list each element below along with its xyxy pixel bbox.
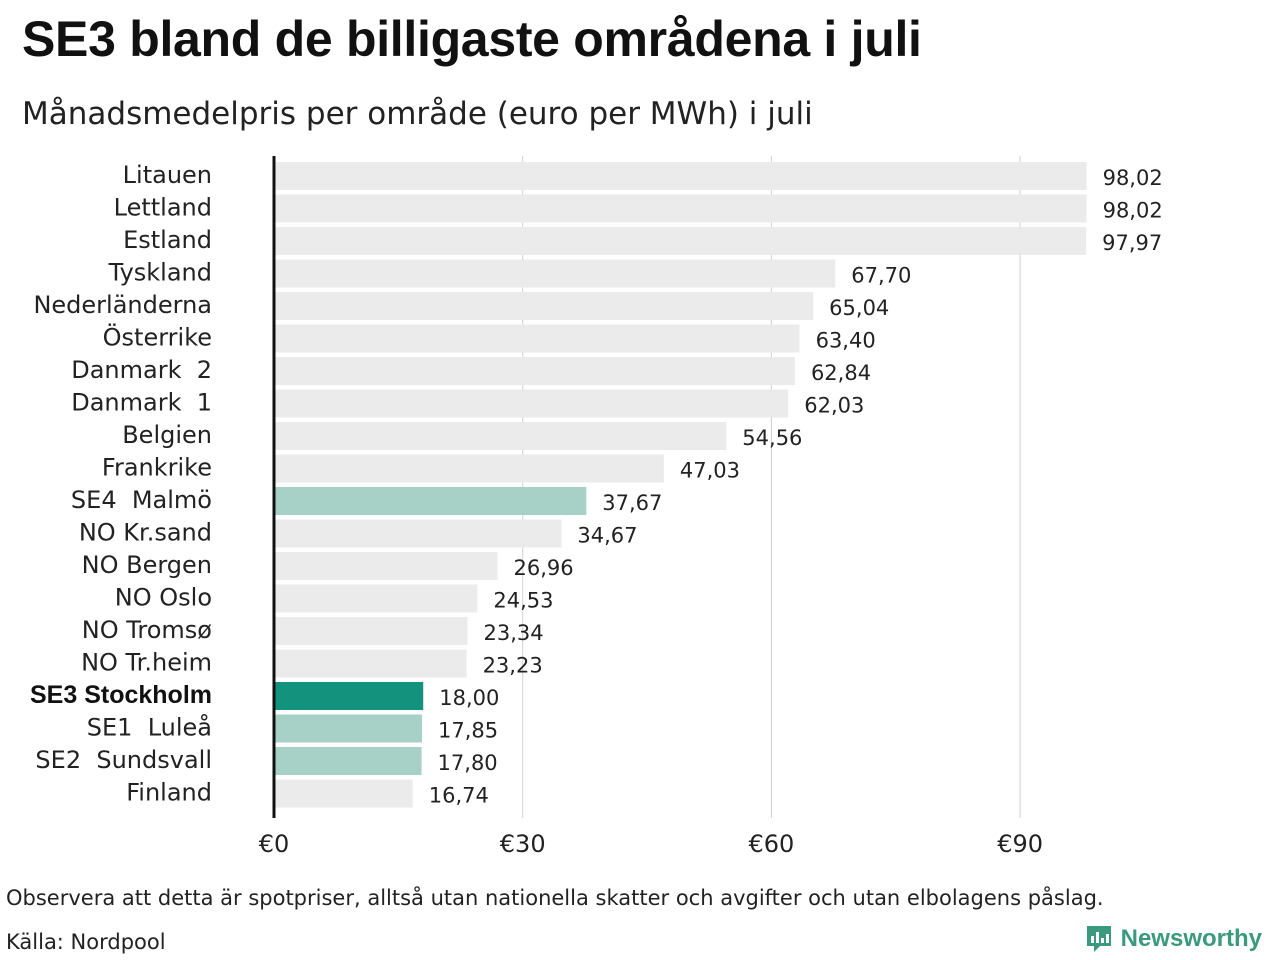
- category-label: SE4 Malmö: [71, 486, 212, 514]
- category-label: NO Bergen: [82, 551, 212, 579]
- value-label: 62,03: [804, 394, 864, 418]
- value-label: 16,74: [429, 784, 489, 808]
- value-labels: 98,02 98,02 97,97 67,70 65,04 63,40 62,84 62,03…: [429, 166, 1163, 808]
- bar: [274, 389, 789, 418]
- category-label: Danmark 2: [71, 356, 212, 384]
- category-label: Österrike: [103, 323, 212, 352]
- bar: [274, 292, 814, 320]
- value-label: 62,84: [811, 361, 871, 385]
- category-label: NO Oslo: [115, 584, 212, 612]
- value-label: 34,67: [577, 524, 637, 548]
- category-labels: Litauen Lettland Estland Tyskland Nederlände…: [30, 161, 212, 807]
- category-label: Estland: [123, 226, 212, 254]
- bar: [274, 519, 562, 548]
- bar: [274, 422, 727, 450]
- bar: [274, 259, 836, 288]
- chart-title: SE3 bland de billigaste områdena i juli: [22, 11, 922, 67]
- value-label: 23,23: [483, 654, 543, 678]
- value-label: 37,67: [602, 491, 662, 515]
- category-label: Lettland: [114, 194, 212, 222]
- x-tick-label: €90: [997, 830, 1043, 858]
- gridlines: [522, 156, 1021, 818]
- bar: [274, 194, 1087, 223]
- category-label: Nederländerna: [33, 291, 212, 319]
- category-label: Litauen: [123, 161, 212, 189]
- bars: [274, 162, 1087, 808]
- bar: [274, 552, 498, 580]
- newsworthy-logo-icon: [1086, 926, 1111, 952]
- category-label: Danmark 1: [71, 389, 212, 417]
- value-label: 17,80: [438, 751, 498, 775]
- bar: [274, 487, 587, 515]
- value-label: 97,97: [1102, 231, 1162, 255]
- value-label: 54,56: [742, 426, 802, 450]
- x-tick-label: €60: [748, 830, 794, 858]
- category-label: NO Tr.heim: [81, 649, 212, 677]
- bar-chart: Litauen Lettland Estland Tyskland Nederlände…: [30, 156, 1163, 858]
- bar: [274, 747, 422, 775]
- value-label: 24,53: [493, 589, 553, 613]
- value-label: 18,00: [439, 686, 499, 710]
- value-label: 65,04: [829, 296, 889, 320]
- category-label: SE2 Sundsvall: [35, 746, 212, 774]
- value-label: 63,40: [816, 329, 876, 353]
- bar: [274, 779, 413, 808]
- value-label: 26,96: [513, 556, 573, 580]
- category-label: NO Tromsø: [82, 616, 212, 644]
- category-label: SE3 Stockholm: [30, 681, 212, 709]
- category-label: Belgien: [122, 421, 212, 449]
- x-tick-label: €0: [259, 830, 290, 858]
- brand-name: Newsworthy: [1120, 925, 1262, 952]
- footnote: Observera att detta är spotpriser, allts…: [6, 886, 1104, 910]
- x-tick-label: €30: [500, 830, 546, 858]
- bar: [274, 324, 800, 353]
- bar: [274, 227, 1087, 255]
- bar: [274, 682, 424, 710]
- category-label: Finland: [126, 779, 212, 807]
- category-label: NO Kr.sand: [79, 519, 212, 547]
- category-label: Frankrike: [102, 454, 212, 482]
- category-label: SE1 Luleå: [87, 713, 212, 742]
- bar: [274, 162, 1087, 190]
- brand-logo: Newsworthy: [1085, 924, 1262, 954]
- chart-subtitle: Månadsmedelpris per område (euro per MWh…: [22, 96, 813, 132]
- value-label: 47,03: [680, 459, 740, 483]
- value-label: 17,85: [438, 719, 498, 743]
- value-label: 98,02: [1103, 199, 1163, 223]
- source-label: Källa: Nordpool: [6, 930, 166, 954]
- bar: [274, 617, 468, 645]
- bar: [274, 714, 422, 743]
- value-label: 23,34: [483, 621, 543, 645]
- bar: [274, 584, 478, 613]
- bar: [274, 454, 664, 483]
- value-label: 67,70: [851, 264, 911, 288]
- category-label: Tyskland: [108, 259, 212, 287]
- x-axis: €0 €30 €60 €90: [259, 156, 1043, 858]
- bar: [274, 649, 467, 678]
- bar: [274, 357, 795, 385]
- value-label: 98,02: [1103, 166, 1163, 190]
